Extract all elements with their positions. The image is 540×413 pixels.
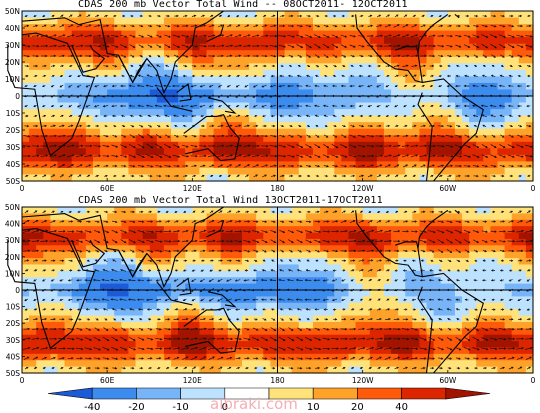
colorbar-tick-label: 40	[395, 402, 408, 413]
color-swatch	[401, 387, 447, 400]
colorbar-tick-label: 0	[222, 402, 228, 413]
lon-tick-label: 120E	[183, 184, 202, 193]
color-swatch	[91, 387, 137, 400]
lat-tick-label: 40S	[6, 352, 21, 361]
map-title: CDAS 200 mb Vector Total Wind 13OCT2011-…	[78, 195, 383, 206]
lat-tick-label: 40N	[5, 220, 20, 229]
coastlines	[7, 206, 484, 374]
lon-tick-label: 0	[531, 184, 536, 193]
map-title: CDAS 200 mb Vector Total Wind -- 08OCT20…	[78, 0, 408, 10]
lon-tick-label: 180	[270, 184, 285, 193]
lat-tick-label: 30S	[6, 336, 21, 345]
color-swatch	[136, 387, 181, 400]
wind-vectors	[22, 210, 533, 370]
color-scale-bar: -40 -20 -10 0 10 20 40	[47, 387, 491, 413]
lon-tick-label: 60E	[100, 376, 115, 385]
coastlines	[7, 10, 484, 182]
color-swatch	[445, 387, 491, 400]
lat-tick-label: 30N	[5, 236, 20, 245]
lat-tick-label: 40S	[6, 160, 21, 169]
lat-tick-label: 10S	[6, 109, 21, 118]
colorbar-tick-label: 10	[307, 402, 320, 413]
lat-tick-label: 20N	[5, 253, 20, 262]
lat-tick-label: 50S	[6, 177, 21, 186]
lat-tick-label: 30S	[6, 143, 21, 152]
watermark: albraki.com	[210, 395, 298, 413]
color-swatch	[357, 387, 402, 400]
lat-tick-label: 20N	[5, 58, 20, 67]
lat-tick-label: 20S	[6, 126, 21, 135]
wind-speed-field	[22, 207, 534, 374]
lon-tick-label: 120E	[183, 376, 202, 385]
colorbar-tick-label: 20	[351, 402, 364, 413]
lat-tick-label: 50N	[5, 203, 20, 212]
lon-tick-label: 120W	[352, 184, 374, 193]
lon-tick-label: 0	[20, 184, 25, 193]
lat-tick-label: 10N	[5, 75, 20, 84]
lon-tick-label: 60W	[439, 376, 457, 385]
lat-tick-label: 10S	[6, 303, 21, 312]
lon-tick-label: 60W	[439, 184, 457, 193]
lat-tick-label: 50N	[5, 7, 20, 16]
lat-tick-label: 20S	[6, 319, 21, 328]
colorbar-tick-label: -10	[172, 402, 188, 413]
lon-tick-label: 0	[531, 376, 536, 385]
color-swatch	[312, 387, 358, 400]
map-panel-bottom: CDAS 200 mb Vector Total Wind 13OCT2011-…	[0, 195, 540, 388]
lon-tick-label: 0	[20, 376, 25, 385]
lat-tick-label: 0	[15, 92, 20, 101]
lat-tick-label: 0	[15, 286, 20, 295]
colorbar-tick-label: -40	[84, 402, 100, 413]
lat-tick-label: 40N	[5, 24, 20, 33]
lon-tick-label: 180	[270, 376, 285, 385]
wind-vectors	[22, 14, 533, 178]
map-panel-top: CDAS 200 mb Vector Total Wind -- 08OCT20…	[0, 0, 540, 196]
lon-tick-label: 60E	[100, 184, 115, 193]
lon-tick-label: 120W	[352, 376, 374, 385]
lat-tick-label: 10N	[5, 269, 20, 278]
colorbar-tick-label: -20	[128, 402, 144, 413]
lat-tick-label: 50S	[6, 369, 21, 378]
lat-tick-label: 30N	[5, 41, 20, 50]
color-swatch	[47, 387, 93, 400]
